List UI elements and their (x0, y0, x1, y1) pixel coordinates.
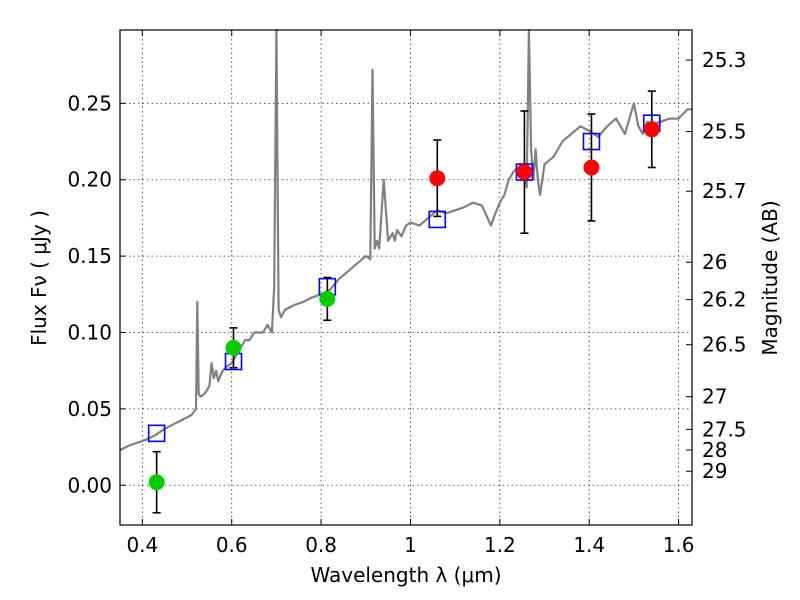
x-axis: 0.4 0.6 0.8 1 1.2 1.4 1.6 (126, 30, 695, 557)
y-axis: 0.00 0.05 0.10 0.15 0.20 0.25 (67, 91, 126, 497)
y-tick-label: 0.05 (67, 397, 112, 421)
x-tick-label: 0.4 (126, 533, 158, 557)
y-tick-label: 0.25 (67, 91, 112, 115)
data-point (643, 121, 660, 138)
data-point (225, 339, 242, 356)
data-point (429, 170, 446, 187)
magnitude-tick-label: 29 (702, 459, 727, 483)
model-photometry-square (147, 424, 166, 443)
error-bars (152, 90, 656, 514)
x-axis-title: Wavelength λ (μm) (310, 563, 501, 587)
magnitude-tick-label: 27 (702, 385, 727, 409)
x-tick-label: 0.6 (216, 533, 248, 557)
y-tick-label: 0.10 (67, 321, 112, 345)
y-tick-label: 0.00 (67, 473, 112, 497)
magnitude-tick-label: 28 (702, 438, 727, 462)
data-point (516, 164, 533, 181)
spectrum-line (119, 28, 692, 452)
data-point (583, 159, 600, 176)
plot-frame (119, 29, 693, 526)
magnitude-tick-label: 25.3 (702, 48, 747, 72)
magnitude-axis-title: Magnitude (AB) (758, 200, 782, 355)
model-photometry-series (147, 114, 661, 443)
x-tick-label: 1.2 (484, 533, 516, 557)
x-tick-label: 0.8 (305, 533, 337, 557)
x-tick-label: 1 (404, 533, 417, 557)
magnitude-tick-label: 25.7 (702, 179, 747, 203)
magnitude-tick-label: 26.2 (702, 288, 747, 312)
magnitude-tick-label: 26 (702, 250, 727, 274)
magnitude-tick-label: 25.5 (702, 120, 747, 144)
data-point (319, 290, 336, 307)
spectrum-series (119, 28, 692, 452)
x-tick-label: 1.4 (573, 533, 605, 557)
observed-points (148, 121, 660, 491)
y-tick-label: 0.15 (67, 244, 112, 268)
x-tick-label: 1.6 (663, 533, 695, 557)
data-point (148, 474, 165, 491)
grid (120, 30, 692, 525)
magnitude-tick-label: 27.5 (702, 417, 747, 441)
magnitude-tick-label: 26.5 (702, 333, 747, 357)
y-axis-title: Flux Fν ( μJy ) (27, 210, 51, 346)
y-tick-label: 0.20 (67, 168, 112, 192)
